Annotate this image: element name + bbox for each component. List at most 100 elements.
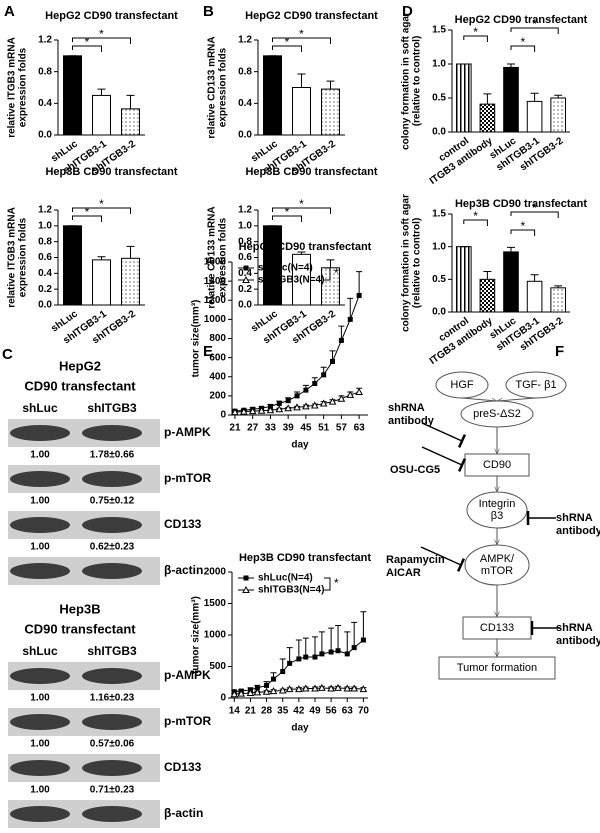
marker xyxy=(344,651,350,657)
significance-label: * xyxy=(520,35,525,49)
x-tick-label: 21 xyxy=(229,423,241,434)
significance-bracket xyxy=(272,207,331,214)
y-tick-label: 0.8 xyxy=(38,236,52,247)
protein-label: CD133 xyxy=(164,517,202,531)
marker xyxy=(334,683,342,691)
marker xyxy=(294,393,300,399)
inhibitor-label: antibody xyxy=(556,525,600,537)
y-tick-label: 500 xyxy=(209,661,226,672)
panel-label: E xyxy=(203,343,213,360)
x-tick-label: 42 xyxy=(293,706,305,717)
y-tick-label: 0 xyxy=(220,693,226,704)
lane-label: shITGB3 xyxy=(87,644,137,658)
marker xyxy=(253,688,262,696)
significance-label: * xyxy=(473,25,478,39)
bar xyxy=(63,55,82,136)
protein-label: CD133 xyxy=(164,760,202,774)
y-tick-label: 0.5 xyxy=(432,274,446,285)
marker xyxy=(310,401,319,409)
y-axis-label: expression folds xyxy=(218,217,229,297)
blot-cell: Hep3B xyxy=(59,601,100,616)
x-tick-label: 21 xyxy=(245,706,257,717)
error-bar xyxy=(126,94,135,109)
bar xyxy=(503,251,519,313)
error-bar xyxy=(356,271,363,296)
blot-band xyxy=(10,714,70,730)
marker xyxy=(237,689,246,697)
node-shape xyxy=(438,656,556,680)
y-tick-label: 0.0 xyxy=(238,300,252,311)
marker xyxy=(285,398,291,404)
quantification: 1.00 xyxy=(30,785,50,796)
blot-band xyxy=(82,517,142,533)
blot-band xyxy=(10,806,70,822)
y-tick-label: 0.0 xyxy=(238,130,252,141)
significance-bracket xyxy=(510,27,559,34)
error-bar xyxy=(360,611,367,641)
inhibit-line xyxy=(421,446,463,466)
node-label: Tumor formation xyxy=(457,662,537,674)
panel-label: B xyxy=(203,3,214,20)
error-bar xyxy=(483,93,492,105)
significance-bracket xyxy=(72,45,102,52)
error-bar xyxy=(326,259,335,268)
y-tick-label: 0.4 xyxy=(238,98,252,109)
marker xyxy=(311,684,319,692)
y-tick-label: 0.8 xyxy=(238,236,252,247)
y-tick-label: 1400 xyxy=(204,276,227,287)
significance-bracket xyxy=(72,207,131,214)
marker xyxy=(285,685,294,693)
marker xyxy=(248,407,257,415)
significance-label: * xyxy=(285,205,290,219)
marker xyxy=(287,660,293,666)
arrow xyxy=(497,397,537,401)
marker xyxy=(293,403,301,411)
x-tick-label: 56 xyxy=(326,706,338,717)
x-tick-label: 51 xyxy=(318,423,330,434)
node-shape xyxy=(460,400,534,428)
annotation: * xyxy=(334,266,339,280)
blot-band xyxy=(82,471,142,487)
bar xyxy=(321,88,340,136)
marker xyxy=(280,669,286,675)
y-axis-label: expression folds xyxy=(18,217,29,297)
bar xyxy=(121,108,140,136)
marker xyxy=(359,685,368,693)
inhibit-line xyxy=(421,422,463,442)
marker xyxy=(276,401,282,407)
error-bar xyxy=(97,256,106,260)
y-tick-label: 0.5 xyxy=(432,93,446,104)
bar xyxy=(92,94,111,136)
y-tick-label: 1.0 xyxy=(38,220,52,231)
error-bar xyxy=(507,63,515,68)
x-tick-label: 14 xyxy=(229,706,241,717)
significance-label: * xyxy=(532,17,537,31)
marker xyxy=(319,399,328,407)
inhibit-bar xyxy=(457,458,467,472)
marker xyxy=(351,645,357,651)
chart-title: HepG2 CD90 transfectant xyxy=(45,10,178,22)
error-bar xyxy=(351,621,358,648)
protein-label: p-AMPK xyxy=(164,668,211,682)
quantification: 1.00 xyxy=(30,693,50,704)
inhibitor-label: AICAR xyxy=(386,567,421,579)
x-tick-label: 35 xyxy=(277,706,289,717)
quantification: 0.75±0.12 xyxy=(90,496,135,507)
x-tick-label: 27 xyxy=(247,423,259,434)
error-bar xyxy=(507,246,515,252)
y-axis-label: colony formation in soft agar xyxy=(401,12,412,150)
bar xyxy=(479,278,496,313)
y-tick-label: 400 xyxy=(209,371,226,382)
marker xyxy=(338,337,344,343)
y-axis-label: expression folds xyxy=(218,47,229,127)
significance-bracket xyxy=(324,267,331,281)
marker xyxy=(346,390,355,398)
marker xyxy=(242,585,250,593)
x-tick-label: 49 xyxy=(309,706,321,717)
error-bar xyxy=(554,285,563,288)
inhibitor-label: OSU-CG5 xyxy=(390,464,440,476)
node-label: preS-ΔS2 xyxy=(473,408,521,420)
marker xyxy=(328,397,337,405)
bar xyxy=(263,55,282,136)
y-axis-label: tumor size(mm³) xyxy=(191,300,202,378)
